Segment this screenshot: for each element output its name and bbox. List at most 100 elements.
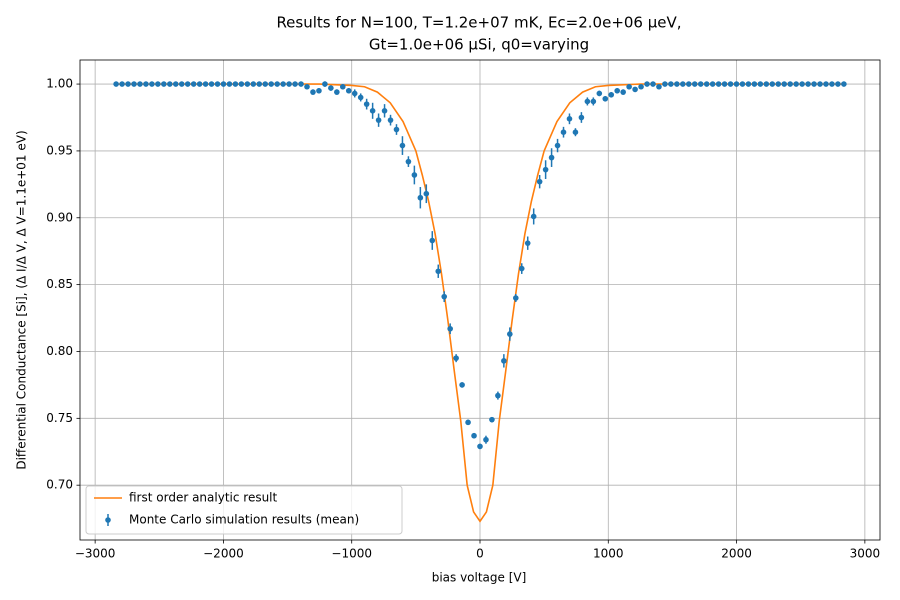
data-point [477,443,483,450]
data-point [829,81,835,87]
data-point [638,83,644,90]
data-point [602,95,609,102]
data-point [518,265,525,272]
data-point [709,81,716,87]
data-point [650,81,656,87]
data-point [554,142,561,149]
data-point [632,86,638,93]
plot-frame [79,59,881,541]
data-point [250,81,257,87]
data-point [548,154,555,161]
y-axis-label: Differential Conductance [Si], (Δ I/Δ V,… [15,130,29,469]
data-point [823,81,829,87]
data-point [721,81,728,87]
data-point [172,81,179,87]
data-point [501,358,507,364]
data-point [745,81,752,87]
legend: first order analytic result Monte Carlo s… [85,485,403,535]
data-point [202,81,209,87]
data-point [560,129,567,136]
y-tick-label: 0.90 [46,210,73,224]
data-point [483,436,489,443]
data-point [310,89,316,95]
data-point [644,81,650,87]
data-point [125,81,131,87]
data-point [196,81,203,87]
data-point [232,81,239,87]
data-point [167,81,173,87]
data-point [339,83,346,90]
data-point [489,416,495,423]
data-point [465,419,471,426]
data-point [286,81,292,87]
legend-box [85,485,403,535]
data-point [680,81,686,87]
data-point [512,295,519,301]
data-point [453,355,459,361]
data-point [471,432,477,439]
data-point [608,91,615,98]
data-point [161,81,167,87]
legend-swatch [105,517,111,523]
data-point [530,213,537,220]
data-point [835,81,841,87]
data-point [751,81,758,87]
y-tick-label: 0.95 [46,143,73,157]
data-point [536,178,543,185]
data-point [763,81,770,87]
data-point [381,108,388,114]
data-point [363,101,370,107]
data-point [184,81,191,87]
x-tick-label: 1000 [593,547,624,561]
data-point [715,81,722,87]
data-point [578,114,585,121]
data-point [429,237,436,244]
data-point [369,108,376,114]
data-point [393,126,400,133]
data-point [507,331,513,337]
data-point [226,81,233,87]
data-point [614,87,621,94]
data-point [459,382,465,388]
data-point [841,81,847,87]
data-point [685,81,692,87]
chart-title: Gt=1.0e+06 μSi, q0=varying [369,36,589,54]
data-point [262,81,269,87]
data-point [143,81,149,87]
data-point [244,81,251,87]
data-point [590,98,597,105]
y-tick-label: 1.00 [46,77,73,91]
data-point [316,87,322,94]
data-point [697,81,704,87]
data-point [328,85,334,91]
data-point [387,117,394,123]
data-point [733,81,740,87]
x-tick-label: −3000 [75,547,116,561]
data-point [674,81,680,87]
data-point [793,81,799,87]
data-point [238,81,245,87]
errorbar-series [113,81,847,450]
x-tick-label: 3000 [850,547,881,561]
data-point [345,87,352,94]
y-tick-label: 0.75 [46,411,73,425]
data-point [542,166,549,173]
x-tick-label: −2000 [203,547,244,561]
data-point [435,268,442,275]
data-point [190,81,197,87]
data-point [208,81,215,87]
data-point [495,392,501,399]
data-point [441,293,448,300]
x-tick-label: 0 [476,547,484,561]
grid [80,60,880,540]
data-point [274,81,280,87]
data-point [214,81,221,87]
data-point [334,89,340,95]
data-point [268,81,275,87]
legend-label: first order analytic result [129,491,278,505]
data-point [757,81,764,87]
data-point [375,117,382,123]
data-point [113,81,119,87]
data-point [322,81,328,87]
data-point [399,142,406,149]
